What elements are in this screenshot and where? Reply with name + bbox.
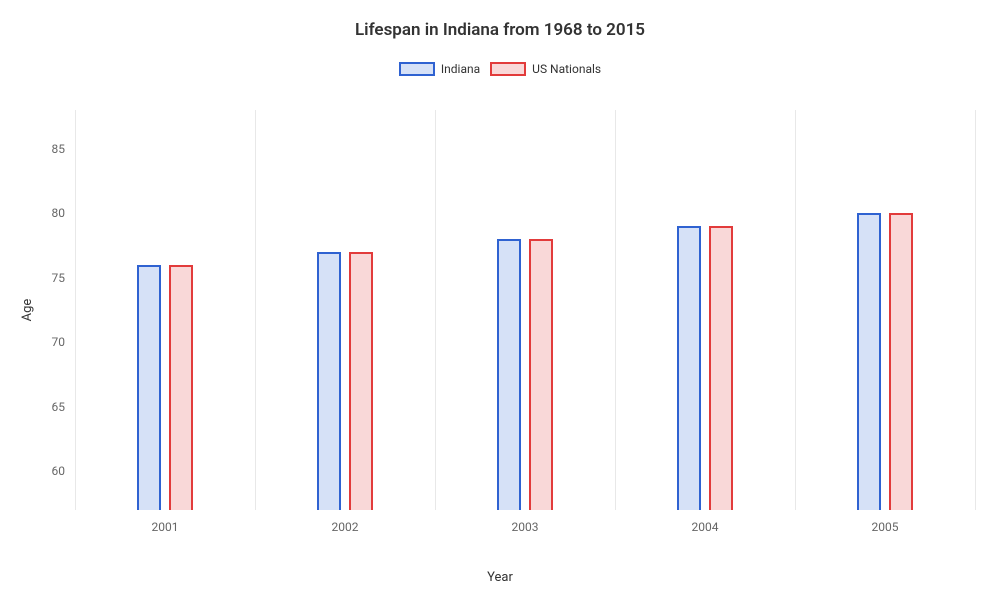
bar-us-nationals-2002 <box>349 252 373 510</box>
bar-us-nationals-2001 <box>169 265 193 510</box>
x-tick-label: 2003 <box>512 510 539 534</box>
bar-indiana-2002 <box>317 252 341 510</box>
y-tick-label: 70 <box>35 335 75 349</box>
x-tick-label: 2004 <box>692 510 719 534</box>
bar-indiana-2005 <box>857 213 881 510</box>
y-tick-label: 80 <box>35 206 75 220</box>
legend-label-us: US Nationals <box>532 62 601 76</box>
y-tick-label: 85 <box>35 142 75 156</box>
bars <box>75 110 975 510</box>
chart-container: Lifespan in Indiana from 1968 to 2015 In… <box>0 0 1000 600</box>
bar-indiana-2004 <box>677 226 701 510</box>
vgrid-line <box>975 110 976 510</box>
legend-item-indiana: Indiana <box>399 62 480 76</box>
x-tick-label: 2001 <box>152 510 179 534</box>
y-axis-title: Age <box>20 299 35 322</box>
chart-title: Lifespan in Indiana from 1968 to 2015 <box>0 0 1000 40</box>
y-tick-label: 75 <box>35 271 75 285</box>
legend-label-indiana: Indiana <box>441 62 480 76</box>
x-tick-label: 2005 <box>872 510 899 534</box>
legend-swatch-indiana <box>399 62 435 76</box>
y-tick-label: 65 <box>35 400 75 414</box>
x-tick-label: 2002 <box>332 510 359 534</box>
legend: Indiana US Nationals <box>0 62 1000 76</box>
bar-indiana-2001 <box>137 265 161 510</box>
legend-swatch-us <box>490 62 526 76</box>
x-axis-title: Year <box>487 570 513 585</box>
legend-item-us: US Nationals <box>490 62 601 76</box>
bar-us-nationals-2003 <box>529 239 553 510</box>
plot-area: 60657075808520012002200320042005 <box>75 110 975 510</box>
y-tick-label: 60 <box>35 464 75 478</box>
bar-us-nationals-2004 <box>709 226 733 510</box>
bar-indiana-2003 <box>497 239 521 510</box>
bar-us-nationals-2005 <box>889 213 913 510</box>
